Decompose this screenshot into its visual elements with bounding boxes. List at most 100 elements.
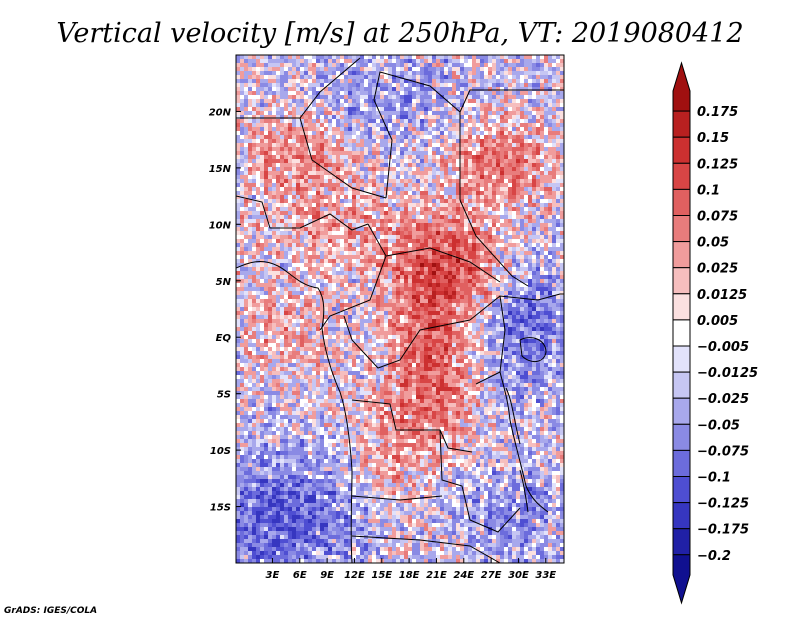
- heat-cell: [324, 63, 328, 67]
- heat-cell: [244, 99, 248, 103]
- heat-cell: [516, 255, 520, 259]
- heat-cell: [348, 99, 352, 103]
- heat-cell: [332, 207, 336, 211]
- heat-cell: [524, 151, 528, 155]
- heat-cell: [484, 267, 488, 271]
- heat-cell: [268, 223, 272, 227]
- heat-cell: [336, 83, 340, 87]
- heat-cell: [536, 59, 540, 63]
- heat-cell: [380, 79, 384, 83]
- heat-cell: [276, 251, 280, 255]
- heat-cell: [440, 183, 444, 187]
- heat-cell: [264, 59, 268, 63]
- heat-cell: [412, 227, 416, 231]
- heat-cell: [252, 175, 256, 179]
- heat-cell: [340, 75, 344, 79]
- heat-cell: [548, 143, 552, 147]
- heat-cell: [336, 243, 340, 247]
- heat-cell: [280, 131, 284, 135]
- heat-cell: [344, 223, 348, 227]
- heat-cell: [484, 139, 488, 143]
- heat-cell: [520, 291, 524, 295]
- heat-cell: [324, 183, 328, 187]
- heat-cell: [508, 219, 512, 223]
- heat-cell: [348, 87, 352, 91]
- heat-cell: [440, 283, 444, 287]
- heat-cell: [476, 135, 480, 139]
- heat-cell: [528, 131, 532, 135]
- heat-cell: [520, 295, 524, 299]
- heat-cell: [472, 147, 476, 151]
- heat-cell: [304, 55, 308, 59]
- heat-cell: [332, 119, 336, 123]
- heat-cell: [296, 147, 300, 151]
- heat-cell: [336, 207, 340, 211]
- heat-cell: [284, 271, 288, 275]
- heat-cell: [504, 135, 508, 139]
- heat-cell: [292, 127, 296, 131]
- heat-cell: [264, 115, 268, 119]
- heat-cell: [240, 179, 244, 183]
- heat-cell: [556, 211, 560, 215]
- heat-cell: [412, 135, 416, 139]
- heat-cell: [276, 179, 280, 183]
- heat-cell: [544, 75, 548, 79]
- heat-cell: [328, 219, 332, 223]
- heat-cell: [332, 291, 336, 295]
- heat-cell: [380, 259, 384, 263]
- heat-cell: [400, 271, 404, 275]
- heat-cell: [488, 211, 492, 215]
- heat-cell: [496, 119, 500, 123]
- heat-cell: [284, 199, 288, 203]
- heat-cell: [364, 67, 368, 71]
- heat-cell: [388, 191, 392, 195]
- heat-cell: [448, 107, 452, 111]
- heat-cell: [388, 275, 392, 279]
- heat-cell: [552, 71, 556, 75]
- heat-cell: [496, 151, 500, 155]
- heat-cell: [252, 231, 256, 235]
- heat-cell: [296, 79, 300, 83]
- heat-cell: [316, 119, 320, 123]
- heat-cell: [528, 275, 532, 279]
- heat-cell: [392, 131, 396, 135]
- heat-cell: [404, 159, 408, 163]
- heat-cell: [428, 283, 432, 287]
- heat-cell: [456, 103, 460, 107]
- heat-cell: [412, 63, 416, 67]
- heat-cell: [364, 275, 368, 279]
- heat-cell: [340, 127, 344, 131]
- heat-cell: [464, 71, 468, 75]
- heat-cell: [420, 67, 424, 71]
- heat-cell: [296, 267, 300, 271]
- heat-cell: [428, 211, 432, 215]
- heat-cell: [556, 131, 560, 135]
- heat-cell: [256, 215, 260, 219]
- heat-cell: [492, 227, 496, 231]
- heat-cell: [464, 115, 468, 119]
- heat-cell: [396, 255, 400, 259]
- heat-cell: [400, 207, 404, 211]
- heat-cell: [432, 159, 436, 163]
- heat-cell: [472, 87, 476, 91]
- heat-cell: [372, 247, 376, 251]
- heat-cell: [504, 107, 508, 111]
- heat-cell: [520, 247, 524, 251]
- heat-cell: [396, 115, 400, 119]
- heat-cell: [548, 95, 552, 99]
- heat-cell: [408, 287, 412, 291]
- heat-cell: [280, 115, 284, 119]
- heat-cell: [440, 291, 444, 295]
- heat-cell: [360, 271, 364, 275]
- heat-cell: [388, 247, 392, 251]
- heat-cell: [436, 131, 440, 135]
- heat-cell: [352, 163, 356, 167]
- heat-cell: [392, 279, 396, 283]
- heat-cell: [428, 139, 432, 143]
- heat-cell: [284, 243, 288, 247]
- heat-cell: [420, 139, 424, 143]
- heat-cell: [408, 91, 412, 95]
- heat-cell: [284, 239, 288, 243]
- heat-cell: [324, 163, 328, 167]
- heat-cell: [316, 275, 320, 279]
